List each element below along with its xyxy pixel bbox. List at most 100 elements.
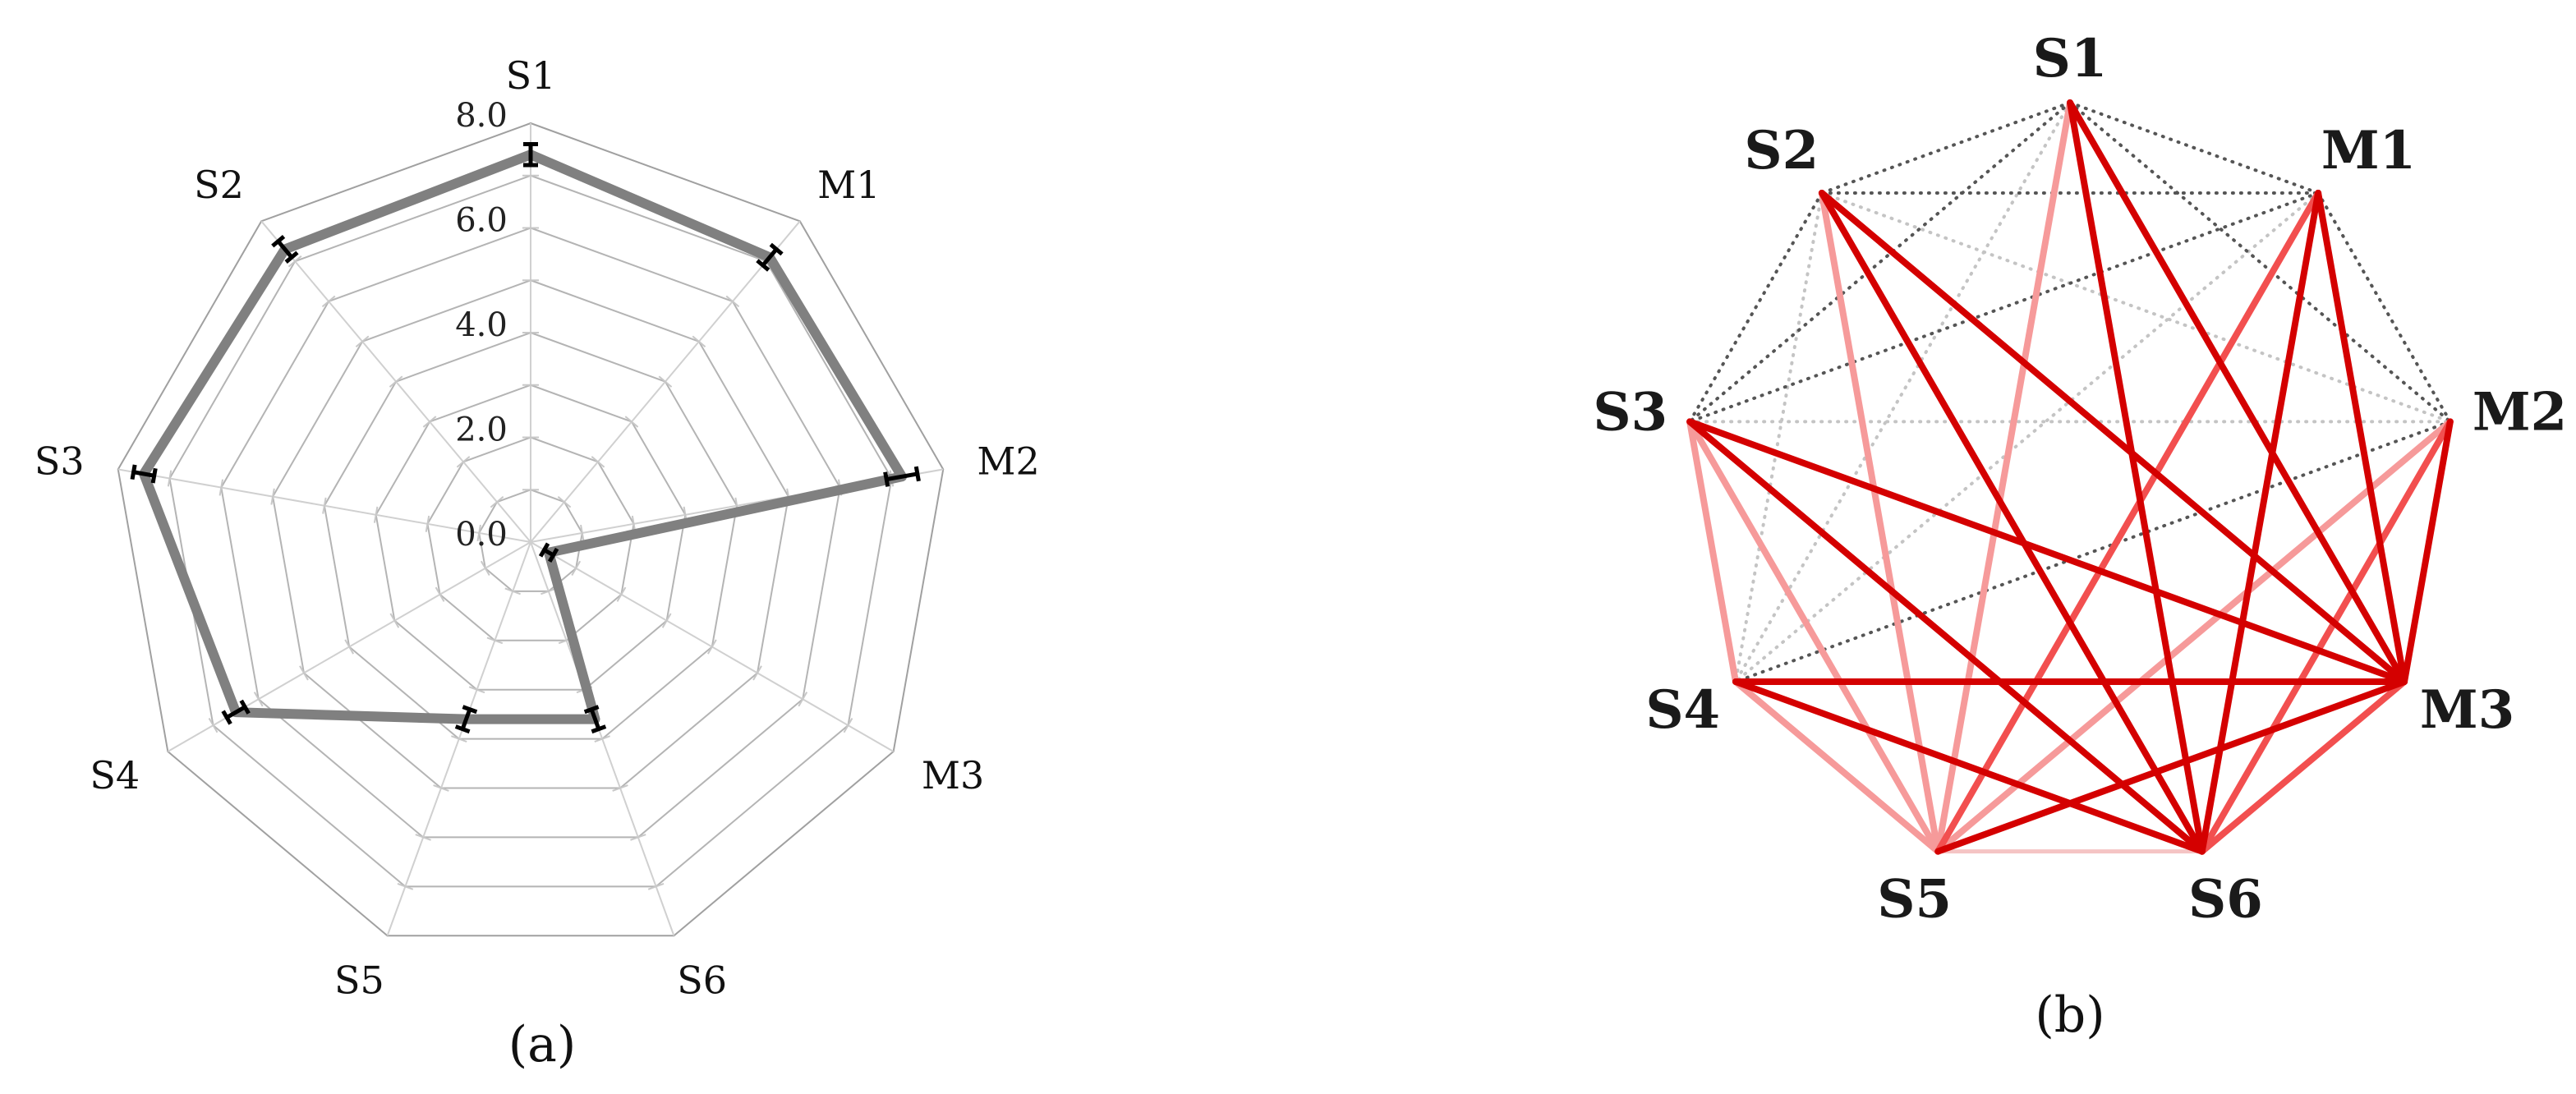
edge-s1-s5 — [1934, 99, 2073, 855]
radar-tick-mark — [415, 834, 431, 841]
radar-grid — [117, 122, 945, 937]
radar-error-bar — [761, 247, 779, 267]
radar-tick-mark — [389, 613, 400, 628]
radar-tick-mark — [612, 784, 628, 792]
radar-error-cap — [462, 705, 478, 715]
edge-s2-s4 — [1733, 191, 1824, 683]
radar-error-bar — [460, 708, 472, 730]
node-label-m3: M3 — [2420, 679, 2514, 741]
radar-tick-mark — [616, 586, 627, 602]
radar-tick-mark — [322, 497, 327, 514]
radar-error-cap — [150, 467, 158, 484]
radar-tick-label: 0.0 — [455, 516, 508, 554]
radar-tick-mark — [661, 613, 672, 628]
radar-tick-mark — [504, 587, 521, 595]
panel-label-b: (b) — [2035, 986, 2104, 1044]
radar-tick-mark — [299, 665, 309, 681]
edge-s1-m2 — [2068, 101, 2452, 424]
radar-axis-label-s1: S1 — [506, 53, 556, 98]
radar-axis-label-s4: S4 — [90, 753, 140, 798]
radar-error-cap — [583, 705, 600, 715]
edge-m2-s4 — [1733, 420, 2452, 683]
radar-tick-mark — [658, 375, 673, 388]
radar-tick-mark — [630, 834, 646, 841]
edge-s3-s6 — [1686, 418, 2206, 855]
edge-s4-s5 — [1732, 678, 1942, 855]
radar-tick-mark — [843, 717, 853, 733]
edge-s1-s6 — [2067, 99, 2206, 855]
radar-axis-label-m3: M3 — [922, 753, 984, 798]
radar-tick-mark — [468, 686, 485, 694]
radar-tick-mark — [422, 416, 437, 428]
radar-tick-mark — [480, 560, 490, 577]
node-label-m1: M1 — [2321, 120, 2416, 182]
radar-tick-mark — [397, 882, 414, 890]
radar-tick-mark — [647, 882, 665, 890]
edge-m1-s3 — [1688, 191, 2321, 424]
node-label-m2: M2 — [2472, 382, 2567, 444]
radar-error-cap — [130, 464, 137, 480]
edge-m1-m3 — [2315, 189, 2408, 685]
radar-error-bar — [133, 470, 155, 478]
radar-tick-mark — [355, 335, 370, 348]
radar-error-cap — [756, 259, 770, 272]
node-label-s4: S4 — [1645, 679, 1720, 741]
radar-ring — [117, 122, 945, 937]
radar-tick-mark — [557, 495, 572, 508]
radar-error-cap — [538, 542, 550, 558]
radar-ring — [220, 227, 841, 839]
edge-s1-s3 — [1688, 101, 2072, 424]
network-diagram: S1 M1 M2 M3 S6 S5 S4 S3 S2 (b) — [1593, 28, 2567, 1044]
radar-chart: 0.0 2.0 4.0 6.0 8.0 S1 M1 M2 M3 S6 S5 S4 S3 S2 (a) — [34, 53, 1040, 1073]
radar-tick-mark — [218, 479, 224, 496]
radar-tick-mark — [591, 456, 605, 468]
radar-tick-mark — [476, 524, 481, 541]
radar-tick-mark — [389, 375, 403, 388]
radar-tick-mark — [167, 470, 172, 487]
edge-s1-m1 — [2068, 101, 2321, 195]
radar-tick-mark — [321, 295, 336, 308]
radar-tick-mark — [540, 587, 557, 595]
edge-s4-s6 — [1732, 678, 2206, 855]
radar-tick-mark — [571, 560, 582, 577]
radar-ring — [323, 331, 738, 740]
radar-error-cap — [284, 251, 299, 264]
edge-m1-m2 — [2316, 191, 2452, 424]
radar-tick-label: 4.0 — [455, 306, 508, 344]
radar-error-bar — [276, 240, 293, 259]
radar-tick-mark — [373, 506, 379, 523]
radar-tick-mark — [798, 692, 808, 707]
radar-tick-mark — [752, 665, 762, 681]
radar-tick-mark — [451, 735, 467, 742]
radar-error-cap — [271, 235, 286, 248]
edge-s2-s6 — [1818, 189, 2206, 855]
radar-tick-mark — [456, 456, 471, 468]
radar-error-bar — [225, 705, 246, 719]
radar-tick-mark — [208, 717, 218, 733]
radar-tick-mark — [288, 255, 302, 268]
radar-tick-mark — [435, 586, 445, 602]
edge-m3-s6 — [2198, 678, 2408, 855]
radar-error-cap — [221, 710, 232, 725]
radar-tick-mark — [580, 524, 585, 541]
radar-axis-label-s2: S2 — [194, 163, 244, 207]
radar-error-cap — [769, 242, 784, 256]
node-label-s5: S5 — [1877, 869, 1952, 931]
node-label-s1: S1 — [2033, 28, 2108, 90]
radar-tick-label: 2.0 — [455, 411, 508, 449]
radar-tick-mark — [344, 639, 355, 655]
radar-tick-mark — [270, 488, 275, 505]
edge-m1-s6 — [2198, 189, 2322, 855]
radar-series — [130, 142, 921, 734]
radar-error-cap — [591, 724, 607, 734]
node-label-s6: S6 — [2188, 869, 2263, 931]
radar-error-cap — [547, 547, 559, 563]
edge-m2-s6 — [2198, 418, 2454, 855]
radar-ring — [426, 436, 635, 641]
radar-series-line — [139, 149, 908, 724]
edge-m2-m3 — [2401, 418, 2454, 685]
radar-tick-label: 6.0 — [455, 202, 508, 240]
edge-s2-m3 — [1818, 189, 2408, 685]
edge-s1-s2 — [1819, 101, 2072, 195]
